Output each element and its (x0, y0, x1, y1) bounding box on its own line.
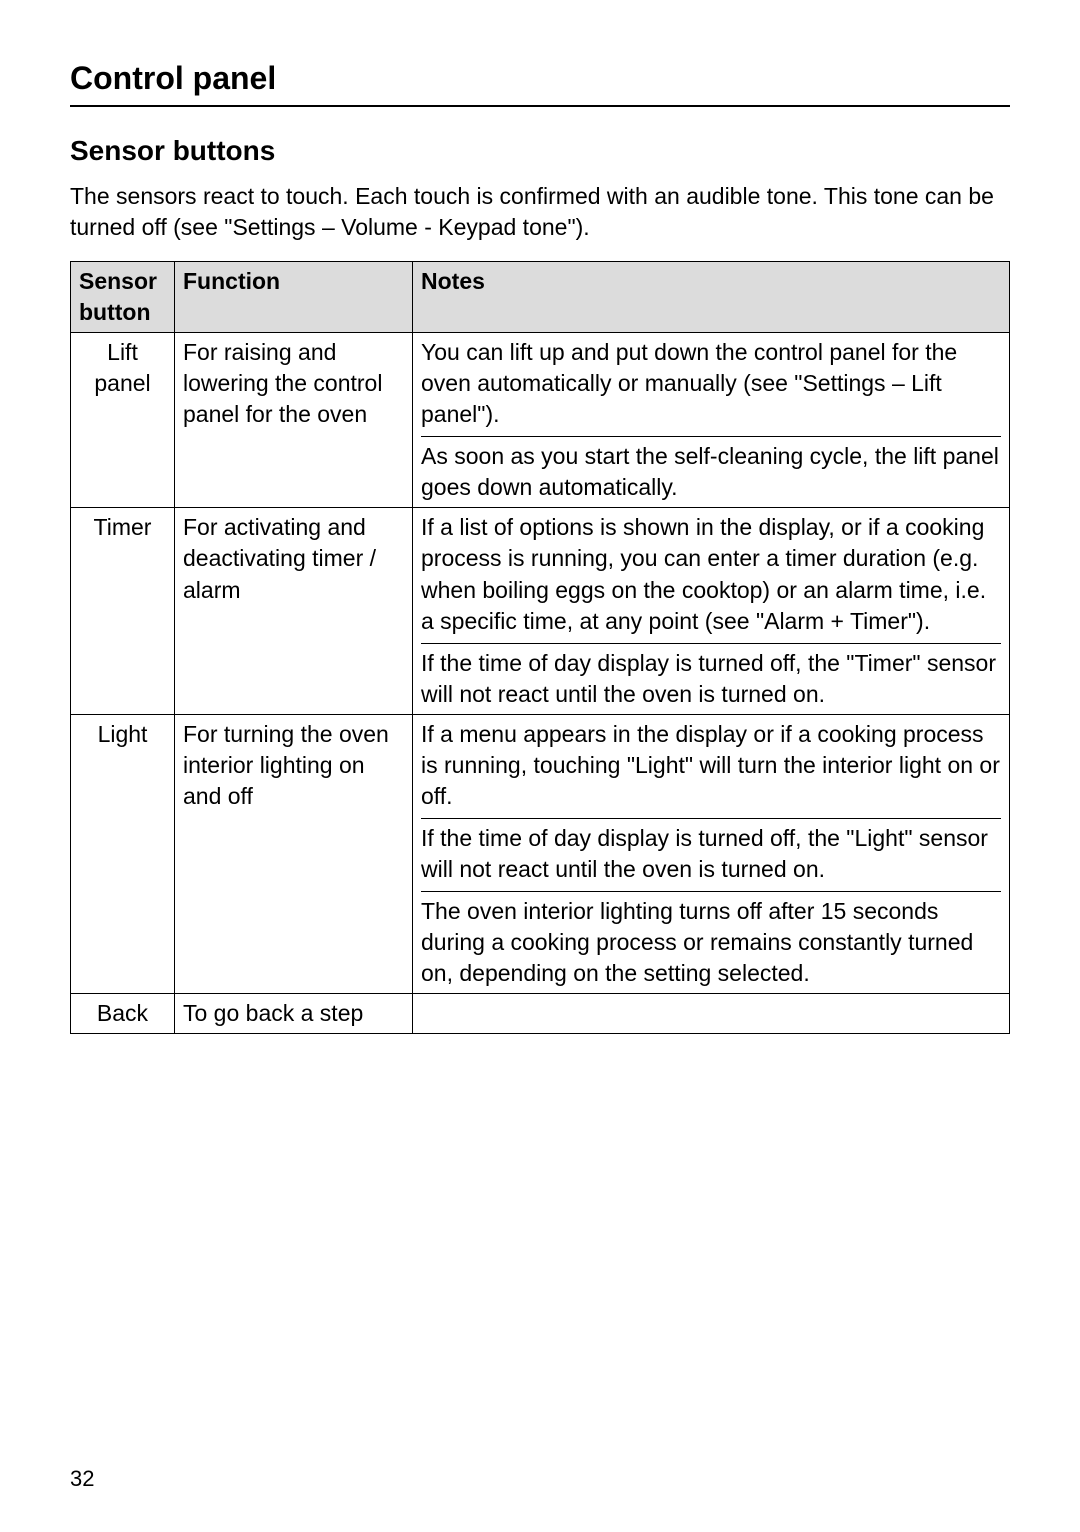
page-number: 32 (70, 1466, 94, 1492)
cell-function: To go back a step (175, 994, 413, 1034)
sensor-buttons-table: Sensor button Function Notes Lift panel … (70, 261, 1010, 1034)
note-text: The oven interior lighting turns off aft… (421, 891, 1001, 989)
section-heading: Sensor buttons (70, 135, 1010, 167)
note-text: If a menu appears in the display or if a… (421, 719, 1001, 812)
cell-function: For activating and deactivating timer / … (175, 508, 413, 714)
cell-sensor: Back (71, 994, 175, 1034)
cell-sensor: Timer (71, 508, 175, 714)
table-row: Timer For activating and deactivating ti… (71, 508, 1010, 714)
note-text: You can lift up and put down the control… (421, 337, 1001, 430)
intro-text: The sensors react to touch. Each touch i… (70, 181, 1010, 243)
cell-function: For turning the oven interior lighting o… (175, 714, 413, 993)
note-text: If the time of day display is turned off… (421, 643, 1001, 710)
page-title: Control panel (70, 60, 1010, 97)
header-notes: Notes (413, 262, 1010, 333)
table-row: Light For turning the oven interior ligh… (71, 714, 1010, 993)
cell-notes (413, 994, 1010, 1034)
cell-function: For raising and lowering the control pan… (175, 333, 413, 508)
table-header-row: Sensor button Function Notes (71, 262, 1010, 333)
table-row: Back To go back a step (71, 994, 1010, 1034)
header-function: Function (175, 262, 413, 333)
cell-notes: If a list of options is shown in the dis… (413, 508, 1010, 714)
header-sensor-button: Sensor button (71, 262, 175, 333)
note-text: If the time of day display is turned off… (421, 818, 1001, 885)
cell-notes: If a menu appears in the display or if a… (413, 714, 1010, 993)
table-row: Lift panel For raising and lowering the … (71, 333, 1010, 508)
note-text: As soon as you start the self-cleaning c… (421, 436, 1001, 503)
cell-sensor: Lift panel (71, 333, 175, 508)
note-text: If a list of options is shown in the dis… (421, 512, 1001, 636)
cell-notes: You can lift up and put down the control… (413, 333, 1010, 508)
cell-sensor: Light (71, 714, 175, 993)
title-rule (70, 105, 1010, 107)
